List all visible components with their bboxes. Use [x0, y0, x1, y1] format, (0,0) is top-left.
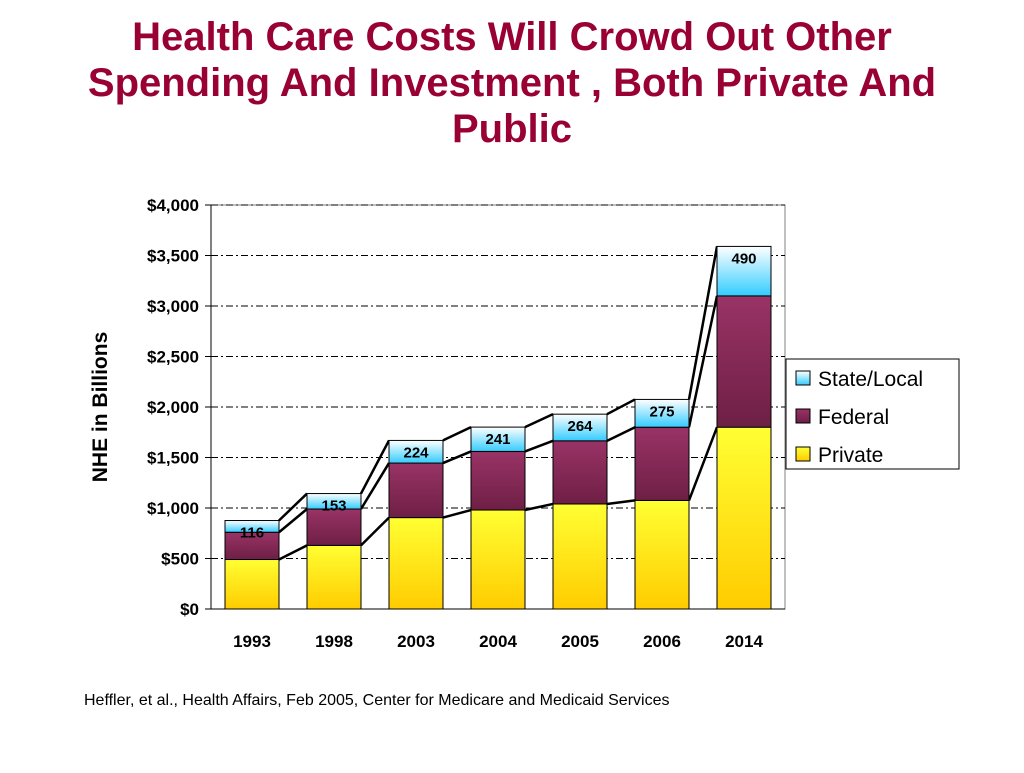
y-axis-label: NHE in Billions — [89, 332, 112, 483]
x-tick-label: 1998 — [315, 632, 353, 651]
connector-line — [442, 425, 472, 442]
bar-private-2014 — [716, 426, 772, 610]
x-tick-label: 2005 — [561, 632, 599, 651]
connector-line — [278, 508, 308, 534]
bar-federal-2005 — [552, 440, 608, 505]
data-labels: 116 153 224 241 264 275 490 — [240, 250, 757, 541]
bar-state-local-2005 — [552, 413, 608, 442]
bar-private-2005 — [552, 503, 608, 610]
connector-line — [687, 295, 719, 428]
bars — [224, 245, 772, 610]
legend: State/Local Federal Private — [785, 358, 960, 470]
y-tick-label: $3,000 — [147, 297, 199, 316]
connector-line — [442, 450, 472, 465]
connector-line — [606, 398, 636, 416]
connector-line — [687, 426, 719, 501]
bar-federal-1998 — [306, 508, 362, 546]
bar-private-1998 — [306, 544, 362, 610]
y-tick-label: $3,500 — [147, 247, 199, 266]
legend-label: State/Local — [818, 368, 923, 391]
bar-state-local-2014 — [716, 245, 772, 297]
source-footnote: Heffler, et al., Health Affairs, Feb 200… — [84, 692, 670, 709]
x-tick-label: 2014 — [725, 632, 763, 651]
bar-state-local-1993 — [224, 520, 280, 533]
bar-private-2004 — [470, 509, 526, 610]
bar-private-2006 — [634, 499, 690, 610]
slide-title: Health Care Costs Will Crowd Out Other S… — [87, 15, 937, 151]
legend-swatch — [795, 408, 811, 424]
legend-label: Private — [818, 444, 883, 467]
connector-line — [359, 462, 391, 510]
legend-label: Federal — [818, 406, 889, 429]
x-tick-label: 2006 — [643, 632, 681, 651]
legend-box — [785, 358, 960, 470]
data-label: 153 — [321, 498, 346, 515]
y-tick-label: $0 — [180, 600, 199, 619]
connector-line — [278, 544, 308, 561]
bar-federal-2004 — [470, 450, 526, 511]
bar-federal-2003 — [388, 462, 444, 519]
data-label: 116 — [240, 525, 264, 542]
legend-swatch — [795, 370, 811, 386]
bar-federal-1993 — [224, 531, 280, 561]
x-tick-label: 1993 — [233, 632, 271, 651]
bar-private-2003 — [388, 517, 444, 610]
connector-line — [524, 439, 554, 453]
bar-state-local-1998 — [306, 493, 362, 510]
legend-swatch — [795, 446, 811, 462]
bar-private-1993 — [224, 559, 280, 610]
data-label: 264 — [567, 418, 593, 435]
bar-state-local-2004 — [470, 426, 526, 452]
bar-federal-2006 — [634, 426, 690, 501]
data-label: 224 — [403, 444, 429, 461]
x-tick-label: 2003 — [397, 632, 435, 651]
y-tick-label: $500 — [161, 550, 199, 569]
connector-line — [687, 246, 719, 400]
connector-line — [606, 499, 636, 506]
bar-state-local-2003 — [388, 439, 444, 464]
data-label: 490 — [731, 250, 756, 267]
connector-line — [359, 439, 391, 495]
y-tick-label: $1,000 — [147, 499, 199, 518]
series-connectors — [278, 246, 719, 561]
bar-federal-2014 — [716, 295, 772, 428]
axes: $0 $500 $1,000 $1,500 $2,000 $2,500 $3,000 $3,5… — [89, 196, 785, 651]
x-tick-label: 2004 — [479, 632, 517, 651]
y-tick-label: $2,000 — [147, 398, 199, 417]
connector-line — [278, 492, 308, 522]
bar-state-local-2006 — [634, 398, 690, 428]
y-tick-label: $4,000 — [147, 196, 199, 215]
connector-line — [524, 502, 554, 512]
data-label: 275 — [649, 403, 674, 420]
data-label: 241 — [485, 431, 510, 448]
connector-line — [442, 508, 472, 519]
y-tick-label: $1,500 — [147, 449, 199, 468]
connector-line — [524, 413, 554, 429]
y-tick-label: $2,500 — [147, 348, 199, 367]
connector-line — [606, 426, 636, 442]
connector-line — [360, 516, 390, 547]
